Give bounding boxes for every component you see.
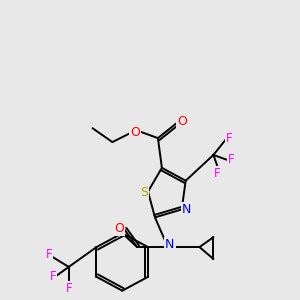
Text: F: F [226,132,232,145]
Text: N: N [165,238,175,250]
Text: F: F [50,270,56,283]
Text: S: S [140,186,148,199]
Text: F: F [65,282,72,295]
Text: O: O [177,115,187,128]
Text: F: F [228,153,235,167]
Text: O: O [130,126,140,139]
Text: O: O [114,222,124,235]
Text: N: N [182,203,191,216]
Text: F: F [214,167,221,180]
Text: F: F [46,248,52,260]
